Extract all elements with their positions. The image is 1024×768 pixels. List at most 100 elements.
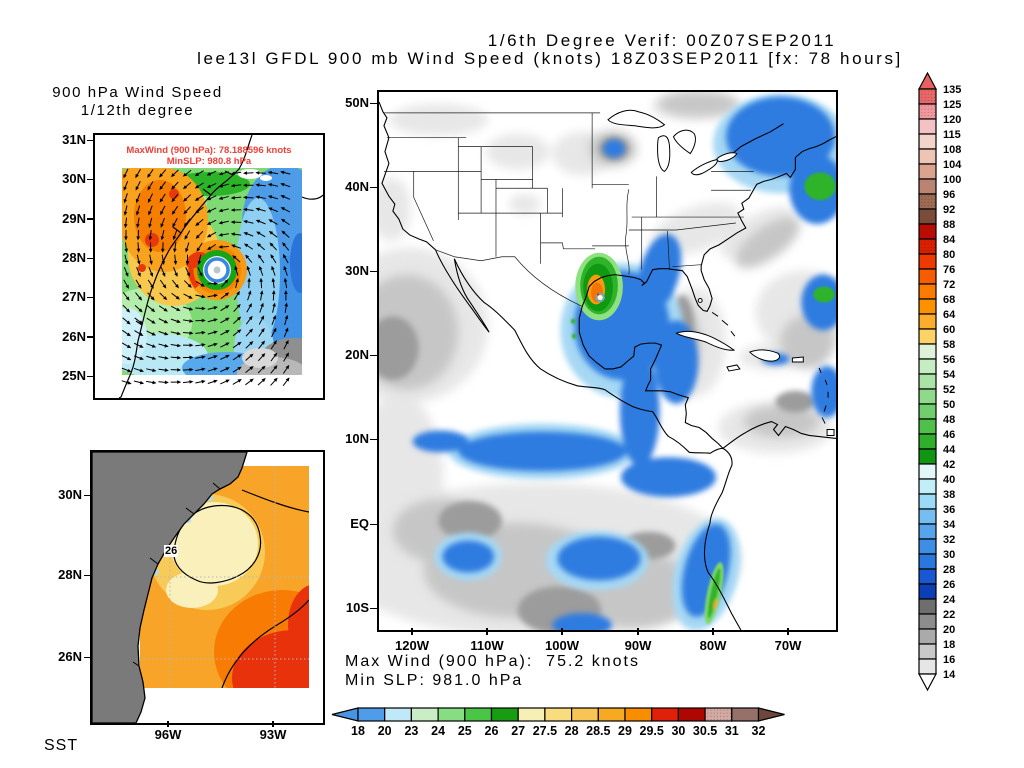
wind-colorbar-segment (918, 313, 937, 330)
wind-colorbar-label: 60 (943, 324, 955, 336)
wind-colorbar-segment (918, 433, 937, 450)
hurricane-core (575, 252, 623, 321)
axis-tick (486, 628, 488, 635)
wind-colorbar-label: 104 (943, 159, 962, 171)
inset-min-slp-readout: MinSLP: 980.8 hPa (166, 156, 252, 167)
wind-shading-blue (412, 96, 836, 630)
axis-tick (787, 628, 789, 635)
wind-colorbar-label: 58 (943, 339, 955, 351)
wind-colorbar-label: 28 (943, 564, 955, 576)
inset-sst-panel (90, 450, 325, 725)
sst-colorbar-label: 25 (458, 724, 472, 738)
wind-colorbar-segment (918, 298, 937, 315)
main-map-lat-label: 50N (345, 95, 369, 110)
main-map-lon-label: 120W (395, 638, 429, 653)
wind-colorbar-label: 100 (943, 174, 961, 186)
inset-sst-lat-label: 26N (58, 649, 82, 664)
wind-colorbar-label: 135 (943, 84, 961, 96)
wind-colorbar-segment (918, 388, 937, 405)
axis-tick (370, 607, 377, 609)
inset-wind-lat-label: 30N (62, 171, 86, 187)
inset-sst-lon-label: 96W (154, 727, 182, 742)
sst-colorbar-segment (544, 707, 573, 722)
main-map-lon-label: 90W (624, 638, 652, 653)
sst-colorbar-segment (624, 707, 653, 722)
sst-colorbar-segment (571, 707, 599, 722)
inset-coastline (118, 135, 323, 398)
sst-colorbar-label: 24 (431, 724, 445, 738)
inset-sst-lat-label: 28N (58, 567, 82, 582)
wind-colorbar-label: 48 (943, 414, 955, 426)
sst-contour-label: 26 (164, 545, 179, 557)
sst-colorbar: 18 20 23 24 25 26 27 27.5 28 28.5 29 29.5 30 30.5 31 32 (330, 705, 790, 741)
sst-colorbar-segment (384, 707, 413, 722)
axis-tick (411, 628, 413, 635)
sst-colorbar-label: 28.5 (586, 724, 610, 738)
wind-colorbar-segment (918, 328, 937, 345)
wind-colorbar-segment (918, 118, 937, 135)
wind-shading-green (570, 172, 836, 625)
wind-colorbar-segment (918, 403, 937, 420)
wind-colorbar-segment (918, 268, 937, 285)
wind-colorbar-label: 26 (943, 579, 955, 591)
wind-colorbar-segment (918, 508, 937, 525)
sst-colorbar-segment (597, 707, 626, 722)
wind-colorbar-svg: 135 125 120 115 108 104 100 96 92 88 84 80 76 72 68 64 6… (918, 72, 962, 692)
sst-colorbar-segment (357, 707, 386, 722)
sst-colorbar-segment (704, 707, 733, 722)
sst-colorbar-segment (677, 707, 706, 722)
sst-colorbar-label: 32 (752, 724, 766, 738)
sst-colorbar-label: 27.5 (533, 724, 557, 738)
wind-colorbar-label: 92 (943, 204, 955, 216)
main-map-lon-label: 100W (545, 638, 579, 653)
wind-colorbar-segment (918, 538, 937, 555)
inset-wind-panel: MaxWind (900 hPa): 78.188596 knots MinSL… (93, 133, 325, 400)
wind-colorbar-label: 56 (943, 354, 955, 366)
wind-colorbar-segment (918, 208, 937, 225)
inset-sst-lat-label: 30N (58, 487, 82, 502)
wind-colorbar-label: 88 (943, 219, 955, 231)
inset-wind-lat-label: 26N (62, 328, 86, 344)
axis-tick (272, 721, 274, 727)
inset-wind-title-line2: 1/12th degree (80, 102, 195, 119)
inset-wind-title-line1: 900 hPa Wind Speed (52, 84, 223, 101)
wind-colorbar-label: 20 (943, 624, 955, 636)
wind-colorbar-label: 16 (943, 654, 955, 666)
wind-colorbar-segment (918, 148, 937, 165)
sst-colorbar-label: 28 (565, 724, 579, 738)
sst-coast-detail (132, 482, 221, 667)
sst-colorbar-label: 18 (351, 724, 365, 738)
wind-colorbar-segment (918, 373, 937, 390)
wind-colorbar-segment (918, 343, 937, 360)
wind-colorbar-label: 80 (943, 249, 955, 261)
sst-colorbar-label: 27 (511, 724, 525, 738)
wind-colorbar-label: 108 (943, 144, 961, 156)
axis-tick (370, 523, 377, 525)
sst-colorbar-segment (490, 707, 519, 722)
sst-colorbar-segment (410, 707, 439, 722)
wind-colorbar-segment (918, 643, 937, 660)
main-map-lon-label: 110W (470, 638, 504, 653)
wind-colorbar-segment (918, 628, 937, 645)
main-map-lat-label: 40N (345, 179, 369, 194)
wind-colorbar-segment (918, 568, 937, 585)
sst-colorbar-label: 20 (378, 724, 392, 738)
axis-tick (87, 257, 93, 259)
wind-colorbar-segment (918, 613, 937, 630)
sst-colorbar-label: 30.5 (693, 724, 717, 738)
wind-colorbar-segment (918, 583, 937, 600)
inset-wind-lat-label: 29N (62, 210, 86, 226)
sst-colorbar-label: 23 (404, 724, 418, 738)
wind-colorbar-label: 72 (943, 279, 955, 291)
sst-colorbar-segment (731, 707, 760, 722)
inset-wind-field (118, 135, 323, 398)
axis-tick (167, 721, 169, 727)
wind-colorbar-label: 68 (943, 294, 955, 306)
axis-tick (712, 628, 714, 635)
max-wind-readout: Max Wind (900 hPa): 75.2 knots (345, 653, 640, 670)
sst-colorbar-label: 31 (725, 724, 739, 738)
wind-colorbar-label: 30 (943, 549, 955, 561)
wind-colorbar-label: 34 (943, 519, 956, 531)
wind-colorbar-label: 115 (943, 129, 961, 141)
